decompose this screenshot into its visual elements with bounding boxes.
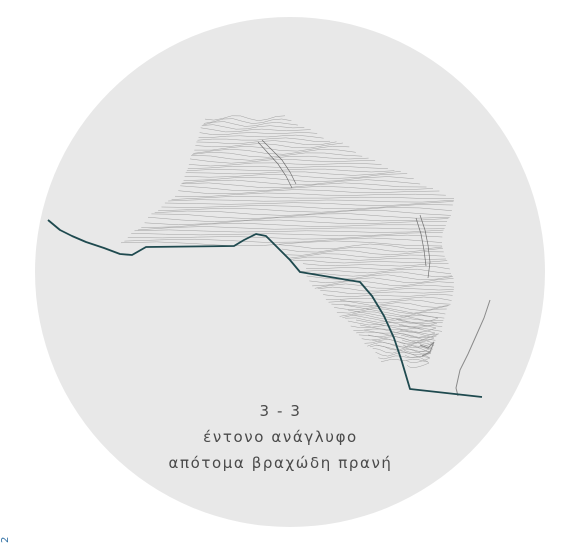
background-circle — [35, 17, 545, 527]
contour-line — [203, 118, 292, 124]
contour-line — [356, 330, 440, 335]
contour-line — [198, 134, 324, 139]
contour-line — [154, 210, 451, 216]
contour-line — [306, 266, 450, 270]
contour-line — [367, 341, 435, 348]
section-description-line-1: έντονο ανάγλυφο — [203, 428, 358, 446]
contour-line — [300, 268, 452, 275]
contour-line — [120, 240, 443, 247]
contour-line — [351, 314, 436, 338]
contour-line — [306, 274, 453, 281]
contour-line — [194, 145, 350, 152]
contour-line — [380, 358, 429, 362]
contour-line — [186, 168, 395, 173]
contour-line — [193, 148, 356, 155]
contour-line — [287, 253, 445, 259]
page-number: 2 — [0, 536, 11, 543]
contour-line — [355, 319, 435, 343]
contour-line — [353, 327, 443, 332]
contour-line — [124, 237, 443, 243]
contour-line — [188, 162, 382, 167]
contour-line — [137, 226, 445, 231]
contour-line — [309, 277, 454, 284]
contour-line — [174, 192, 446, 197]
contour-line — [364, 338, 436, 345]
contour-line — [367, 334, 432, 358]
contour-line — [196, 140, 337, 145]
stream-line — [419, 299, 491, 397]
contour-line — [336, 308, 447, 314]
contour-line — [292, 260, 448, 264]
contour-line — [187, 166, 388, 169]
contour-line — [168, 199, 454, 203]
contour-line — [147, 216, 449, 223]
contour-line — [347, 309, 437, 333]
contour-line — [195, 142, 343, 149]
contour-line — [197, 137, 331, 142]
contour-line — [347, 320, 443, 326]
contour-line — [144, 219, 448, 226]
contour-line — [158, 207, 452, 213]
contour-line — [202, 121, 298, 127]
contour-line — [134, 229, 444, 233]
contour-line — [302, 263, 449, 267]
contour-line — [312, 280, 454, 287]
contour-line — [358, 333, 438, 339]
terrain-contour-lines — [120, 115, 455, 368]
contour-line — [345, 317, 444, 323]
contour-line — [171, 196, 455, 200]
contour-line — [131, 232, 443, 237]
contour-line — [151, 213, 450, 219]
contour-line — [375, 351, 431, 357]
contour-line — [334, 305, 449, 311]
contour-line — [127, 234, 443, 240]
contour-line — [192, 151, 363, 158]
contour-line — [314, 283, 455, 289]
contour-line — [317, 286, 454, 292]
contour-line — [189, 158, 376, 164]
contour-line — [320, 290, 454, 295]
contour-line — [278, 243, 443, 250]
contour-line — [164, 201, 454, 206]
contour-line — [339, 311, 446, 317]
section-label: 3 - 3 — [259, 402, 302, 420]
contour-line — [303, 271, 453, 278]
contour-line — [289, 256, 446, 261]
contour-line — [284, 250, 444, 256]
contour-line — [325, 296, 452, 301]
section-description-line-2: απότομα βραχώδη πρανή — [168, 454, 393, 472]
contour-line — [185, 171, 401, 176]
contour-line — [323, 293, 453, 297]
contour-line — [350, 325, 443, 329]
contour-line — [342, 314, 445, 320]
contour-line — [180, 185, 434, 191]
terrain-section-profile — [47, 219, 483, 398]
contour-line — [343, 304, 438, 328]
terrain-ridge-shading — [257, 139, 431, 279]
contour-line — [281, 246, 443, 253]
contour-line — [161, 204, 453, 210]
contour-line — [182, 179, 421, 186]
contour-line — [204, 115, 286, 121]
contour-line — [141, 222, 446, 228]
contour-line — [178, 189, 440, 194]
contour-line — [199, 132, 318, 135]
contour-line — [201, 124, 305, 130]
contour-line — [371, 339, 431, 363]
contour-line — [181, 182, 427, 189]
contour-line — [183, 176, 414, 183]
contour-line — [200, 127, 311, 133]
contour-line — [184, 173, 408, 179]
contour-line — [331, 302, 450, 308]
